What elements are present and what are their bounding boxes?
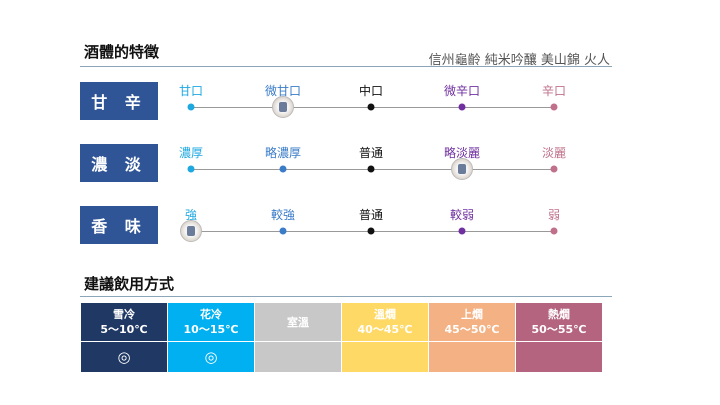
serving-temp: 40～45℃ bbox=[357, 323, 413, 336]
serving-name: 室溫 bbox=[287, 315, 309, 329]
selected-marker-bottle-icon bbox=[451, 158, 473, 180]
selected-marker-bottle-icon bbox=[272, 96, 294, 118]
scale-dot bbox=[458, 103, 466, 111]
scale-label: 香 味 bbox=[80, 206, 158, 244]
divider bbox=[80, 296, 612, 297]
scale-option: 微辛口 bbox=[443, 84, 481, 98]
serving-header: 花冷 10～15℃ bbox=[167, 302, 255, 342]
scale-dot bbox=[367, 227, 375, 235]
scale-dot bbox=[187, 103, 195, 111]
serving-temp: 45～50℃ bbox=[444, 323, 500, 336]
section-title-characteristics: 酒體的特徵 bbox=[84, 43, 160, 61]
scale-option: 辛口 bbox=[541, 84, 567, 98]
section-title-serving: 建議飲用方式 bbox=[84, 275, 175, 293]
scale-option: 濃厚 bbox=[178, 146, 204, 160]
scale-option: 微甘口 bbox=[264, 84, 302, 98]
scale-dot bbox=[187, 165, 195, 173]
scale-option: 淡麗 bbox=[541, 146, 567, 160]
serving-mark: ◎ bbox=[80, 341, 168, 373]
scale-dot bbox=[550, 103, 558, 111]
selected-marker-bottle-icon bbox=[180, 220, 202, 242]
serving-header: 上燗 45～50℃ bbox=[428, 302, 516, 342]
scale-dot bbox=[279, 227, 287, 235]
scale-option: 強 bbox=[184, 208, 198, 222]
serving-name: 溫燗 bbox=[374, 308, 396, 321]
divider bbox=[80, 66, 612, 67]
scale-label: 濃 淡 bbox=[80, 144, 158, 182]
serving-table: 雪冷 5～10℃ 花冷 10～15℃ 室溫 溫燗 40～45℃ 上燗 45～50℃ 熱燗 50～55… bbox=[80, 302, 603, 373]
scale-option: 略淡麗 bbox=[443, 146, 481, 160]
scale-dot bbox=[279, 165, 287, 173]
serving-temp: 5～10℃ bbox=[100, 323, 148, 336]
scale-label: 甘 辛 bbox=[80, 82, 158, 120]
scale-option: 較強 bbox=[270, 208, 296, 222]
scale-option: 普通 bbox=[358, 208, 384, 222]
scale-option: 中口 bbox=[358, 84, 384, 98]
scale-dot bbox=[550, 227, 558, 235]
serving-name: 上燗 bbox=[461, 308, 483, 321]
scale-option: 甘口 bbox=[178, 84, 204, 98]
scale-option: 普通 bbox=[358, 146, 384, 160]
scale-dot bbox=[367, 103, 375, 111]
scale-option: 略濃厚 bbox=[264, 146, 302, 160]
scale-dot bbox=[550, 165, 558, 173]
serving-temp: 10～15℃ bbox=[183, 323, 239, 336]
serving-header: 雪冷 5～10℃ bbox=[80, 302, 168, 342]
serving-mark: ◎ bbox=[167, 341, 255, 373]
serving-name: 花冷 bbox=[200, 308, 222, 321]
serving-header: 溫燗 40～45℃ bbox=[341, 302, 429, 342]
scale-option: 弱 bbox=[547, 208, 561, 222]
scale-dot bbox=[458, 227, 466, 235]
serving-header: 熱燗 50～55℃ bbox=[515, 302, 603, 342]
scale-dot bbox=[367, 165, 375, 173]
product-name: 信州龜齡 純米吟釀 美山錦 火人 bbox=[428, 53, 610, 68]
serving-mark bbox=[428, 341, 516, 373]
serving-mark bbox=[515, 341, 603, 373]
scale-option: 較弱 bbox=[449, 208, 475, 222]
serving-temp: 50～55℃ bbox=[531, 323, 587, 336]
serving-mark bbox=[254, 341, 342, 373]
serving-mark bbox=[341, 341, 429, 373]
serving-name: 雪冷 bbox=[113, 308, 135, 321]
serving-name: 熱燗 bbox=[548, 308, 570, 321]
serving-header: 室溫 bbox=[254, 302, 342, 342]
